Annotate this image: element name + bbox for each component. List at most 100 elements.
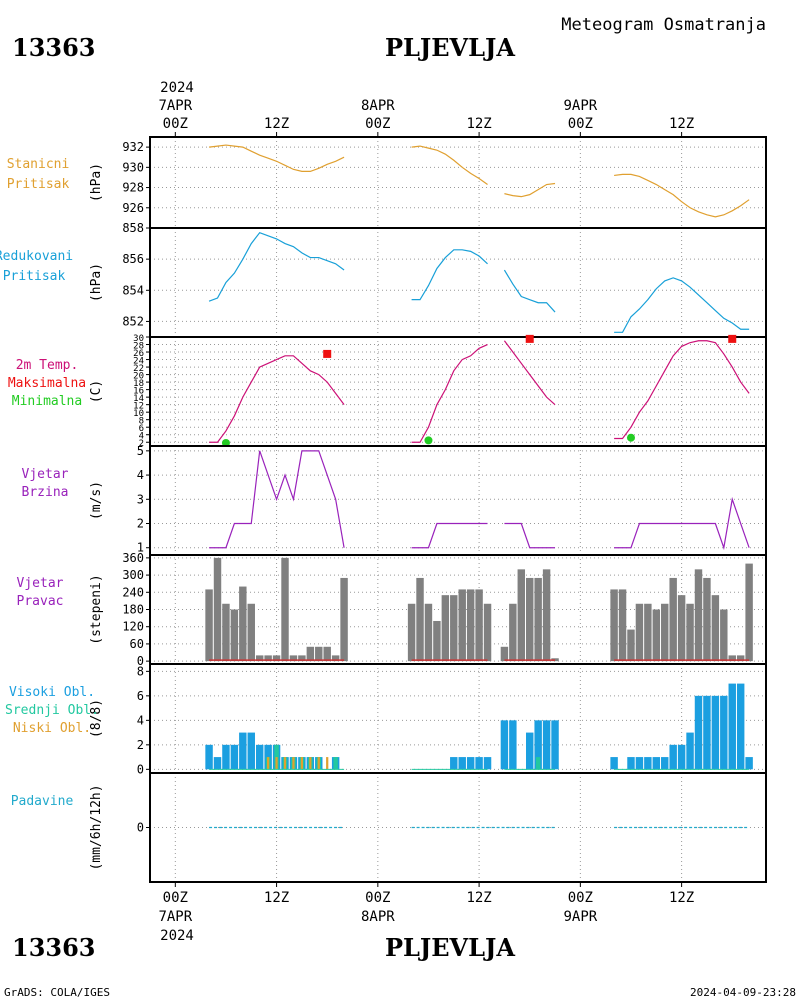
y-tick-label: 28 <box>133 342 144 352</box>
y-tick-label: 1 <box>137 541 144 555</box>
wind-direction-bar <box>610 589 618 662</box>
wind-direction-bar <box>450 595 458 662</box>
wind-direction-bar <box>703 577 711 662</box>
cloud-high-bar <box>686 732 694 770</box>
cloud-high-bar <box>458 757 466 770</box>
cloud-high-bar <box>728 683 736 770</box>
y-tick-label: 858 <box>122 221 144 235</box>
bottom-time-axis: 00Z 7APR 12Z 00Z 8APR 12Z 00Z 9APR 12Z <box>158 882 694 925</box>
wind-direction-bar <box>618 589 627 662</box>
y-tick-label: 10 <box>133 409 144 419</box>
wind-direction-bar <box>255 655 264 662</box>
y-unit-label: (8/8) <box>89 699 104 738</box>
cloud-high-bar <box>526 732 534 770</box>
wind-speed-line <box>614 496 750 551</box>
temperature-line <box>503 340 556 406</box>
y-tick-label: 2 <box>139 439 144 449</box>
y-tick-label: 16 <box>133 387 144 397</box>
x-date-label: 8APR <box>361 909 395 925</box>
y-tick-label: 928 <box>122 181 144 195</box>
cloud-high-bar <box>661 757 669 770</box>
cloud-low-bar <box>275 757 278 770</box>
y-tick-label: 18 <box>133 379 144 389</box>
panel-label: 2m Temp. <box>16 358 79 373</box>
panel-label: Pritisak <box>7 177 70 192</box>
x-tick-label: 00Z <box>163 890 188 906</box>
cloud-high-bar <box>694 695 703 770</box>
panel-label: Srednji Obl. <box>5 703 99 718</box>
wind-direction-bar <box>661 603 669 662</box>
cloud-high-bar <box>644 757 652 770</box>
wind-direction-bar <box>711 595 720 662</box>
footer-timestamp: 2024-04-09-23:28 <box>690 986 796 999</box>
wind-speed-line <box>504 522 556 549</box>
wind-direction-bar <box>458 589 466 662</box>
cloud-low-bar <box>317 757 320 770</box>
cloud-high-bar <box>703 695 711 770</box>
cloud-low-bar <box>292 757 295 770</box>
top-time-axis: 00Z 7APR 12Z 00Z 8APR 12Z 00Z 9APR 12Z <box>158 98 694 137</box>
cloud-low-bar <box>309 757 312 770</box>
panel-label: Vjetar <box>17 576 64 591</box>
reduced-pressure-line <box>208 231 345 302</box>
footer-credit: GrADS: COLA/IGES <box>4 986 110 999</box>
y-tick-label: 120 <box>122 620 144 634</box>
station-pressure-line <box>504 182 556 198</box>
y-tick-label: 854 <box>122 283 144 297</box>
panel-p7: 0 (mm/6h/12h) Padavine <box>11 772 767 883</box>
station-pressure-line <box>208 144 345 172</box>
station-name-top: PLJEVLJA <box>385 33 515 62</box>
y-tick-label: 0 <box>137 654 144 668</box>
wind-direction-bar <box>694 569 703 662</box>
x-tick-label: 12Z <box>669 116 694 132</box>
cloud-high-bar <box>205 744 213 770</box>
wind-direction-bar <box>644 603 652 662</box>
cloud-high-bar <box>450 757 458 770</box>
wind-direction-bar <box>483 603 492 662</box>
panel-p5: 360 300 240 180 120 60 0 (stepeni) Vjetar Pravac <box>17 551 767 668</box>
cloud-high-bar <box>222 744 230 770</box>
cloud-high-bar <box>247 732 255 770</box>
tmax-marker <box>525 334 534 343</box>
cloud-low-bar <box>326 757 329 770</box>
cloud-high-bar <box>677 744 686 770</box>
y-unit-label: (C) <box>89 380 104 403</box>
y-tick-label: 3 <box>137 492 144 506</box>
wind-direction-bar <box>213 557 222 662</box>
wind-direction-bar <box>315 646 323 662</box>
wind-direction-bar <box>534 577 542 662</box>
wind-direction-bar <box>526 577 534 662</box>
wind-direction-bar <box>686 603 694 662</box>
wind-direction-bar <box>340 577 348 662</box>
cloud-high-bar <box>213 757 222 770</box>
cloud-high-bar <box>239 732 247 770</box>
y-unit-label: (mm/6h/12h) <box>89 784 104 870</box>
y-unit-label: (stepeni) <box>89 574 104 644</box>
panel-p2: 858 856 854 852 (hPa) Redukovani Pritisak <box>0 221 767 338</box>
top-year-label: 2024 <box>160 80 194 96</box>
x-tick-label: 00Z <box>163 116 188 132</box>
cloud-mid-bar <box>333 757 338 770</box>
cloud-high-bar <box>610 757 618 770</box>
panel-label: Pravac <box>17 594 64 609</box>
y-tick-label: 6 <box>137 689 144 703</box>
panel-label: Visoki Obl. <box>9 685 95 700</box>
y-unit-label: (m/s) <box>89 481 104 520</box>
wind-direction-bar <box>720 609 728 662</box>
cloud-low-bar <box>267 757 270 770</box>
y-tick-label: 180 <box>122 603 144 617</box>
wind-direction-bar <box>281 557 289 662</box>
cloud-high-bar <box>500 720 509 770</box>
wind-direction-bar <box>331 655 340 662</box>
x-date-label: 7APR <box>158 909 192 925</box>
panel-frame <box>149 445 767 556</box>
y-tick-label: 360 <box>122 551 144 565</box>
x-tick-label: 00Z <box>365 116 390 132</box>
y-tick-label: 8 <box>137 664 144 678</box>
cloud-high-bar <box>230 744 239 770</box>
wind-direction-bar <box>416 577 424 662</box>
y-tick-label: 26 <box>133 349 144 359</box>
panel-label: Redukovani <box>0 249 73 264</box>
wind-direction-bar <box>475 589 483 662</box>
